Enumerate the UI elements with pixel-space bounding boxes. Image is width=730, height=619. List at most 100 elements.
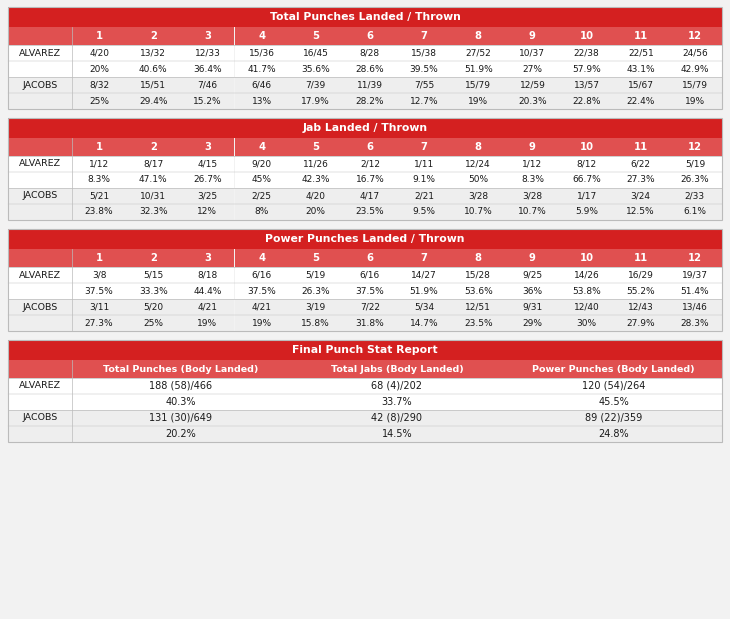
Text: 50%: 50% [468, 176, 488, 184]
Bar [559, 45, 614, 61]
Bar [180, 299, 234, 315]
Bar [614, 77, 668, 93]
Bar [451, 77, 505, 93]
Text: 12/24: 12/24 [466, 160, 491, 168]
Bar [288, 283, 343, 299]
Bar [668, 156, 722, 172]
Text: 10: 10 [580, 31, 593, 41]
Bar [8, 27, 72, 45]
Text: 10.7%: 10.7% [518, 207, 547, 217]
Text: 2: 2 [150, 31, 157, 41]
Bar [451, 45, 505, 61]
Bar [180, 267, 234, 283]
Text: 13/32: 13/32 [140, 48, 166, 58]
Bar [72, 172, 126, 188]
Text: 8/18: 8/18 [197, 271, 218, 280]
Bar [614, 45, 668, 61]
Bar [451, 188, 505, 204]
Bar [180, 249, 234, 267]
Bar [8, 410, 72, 426]
Bar [614, 61, 668, 77]
Bar [288, 93, 343, 109]
Text: 11: 11 [634, 142, 648, 152]
Bar [668, 45, 722, 61]
Text: 3/8: 3/8 [92, 271, 107, 280]
Bar [234, 299, 288, 315]
Text: 19%: 19% [468, 97, 488, 105]
Bar [234, 138, 288, 156]
Bar [668, 249, 722, 267]
Bar [451, 27, 505, 45]
Text: 10/37: 10/37 [520, 48, 545, 58]
Text: 5/15: 5/15 [143, 271, 164, 280]
Text: 11: 11 [634, 31, 648, 41]
Bar [505, 93, 559, 109]
Text: 23.5%: 23.5% [356, 207, 384, 217]
Text: 45.5%: 45.5% [599, 397, 629, 407]
Text: 6/16: 6/16 [251, 271, 272, 280]
Bar [234, 77, 288, 93]
Text: 27.3%: 27.3% [626, 176, 655, 184]
Text: 3/24: 3/24 [631, 191, 650, 201]
Text: 6: 6 [366, 253, 374, 263]
Bar [72, 249, 126, 267]
Text: 4/21: 4/21 [197, 303, 218, 311]
Bar [505, 61, 559, 77]
Text: 4: 4 [258, 253, 265, 263]
Bar [505, 138, 559, 156]
Bar [288, 394, 505, 410]
Text: 26.3%: 26.3% [680, 176, 710, 184]
Text: ALVAREZ: ALVAREZ [19, 160, 61, 168]
Bar [451, 249, 505, 267]
Bar [614, 315, 668, 331]
Bar [234, 27, 288, 45]
Text: Final Punch Stat Report: Final Punch Stat Report [292, 345, 438, 355]
Bar [180, 138, 234, 156]
Bar [72, 360, 288, 378]
Text: 47.1%: 47.1% [139, 176, 168, 184]
Bar [288, 410, 505, 426]
Text: 11: 11 [634, 253, 648, 263]
Bar [180, 204, 234, 220]
Bar [126, 138, 180, 156]
Text: 66.7%: 66.7% [572, 176, 601, 184]
Text: 1/17: 1/17 [577, 191, 596, 201]
Text: 40.6%: 40.6% [139, 64, 168, 74]
Text: 9.5%: 9.5% [412, 207, 436, 217]
Bar [72, 394, 288, 410]
Text: 20%: 20% [89, 64, 109, 74]
Bar [288, 267, 343, 283]
Text: 15/51: 15/51 [140, 80, 166, 90]
Bar [343, 138, 397, 156]
Bar [8, 340, 722, 442]
Bar [288, 45, 343, 61]
Text: 120 (54)/264: 120 (54)/264 [582, 381, 645, 391]
Text: 12/40: 12/40 [574, 303, 599, 311]
Text: 9: 9 [529, 31, 536, 41]
Text: 31.8%: 31.8% [356, 319, 384, 327]
Bar [559, 138, 614, 156]
Bar [343, 172, 397, 188]
Bar [614, 93, 668, 109]
Text: 8/28: 8/28 [360, 48, 380, 58]
Bar [505, 299, 559, 315]
Bar [451, 93, 505, 109]
Text: 12/59: 12/59 [520, 80, 545, 90]
Bar [614, 267, 668, 283]
Text: 28.3%: 28.3% [680, 319, 710, 327]
Text: 9: 9 [529, 142, 536, 152]
Bar [288, 426, 505, 442]
Bar [126, 299, 180, 315]
Bar [397, 249, 451, 267]
Bar [288, 156, 343, 172]
Text: 10.7%: 10.7% [464, 207, 493, 217]
Bar [180, 61, 234, 77]
Text: 8.3%: 8.3% [88, 176, 110, 184]
Bar [343, 45, 397, 61]
Text: ALVAREZ: ALVAREZ [19, 271, 61, 280]
Bar [180, 77, 234, 93]
Bar [8, 61, 72, 77]
Text: 6/22: 6/22 [631, 160, 650, 168]
Text: 10: 10 [580, 253, 593, 263]
Bar [668, 138, 722, 156]
